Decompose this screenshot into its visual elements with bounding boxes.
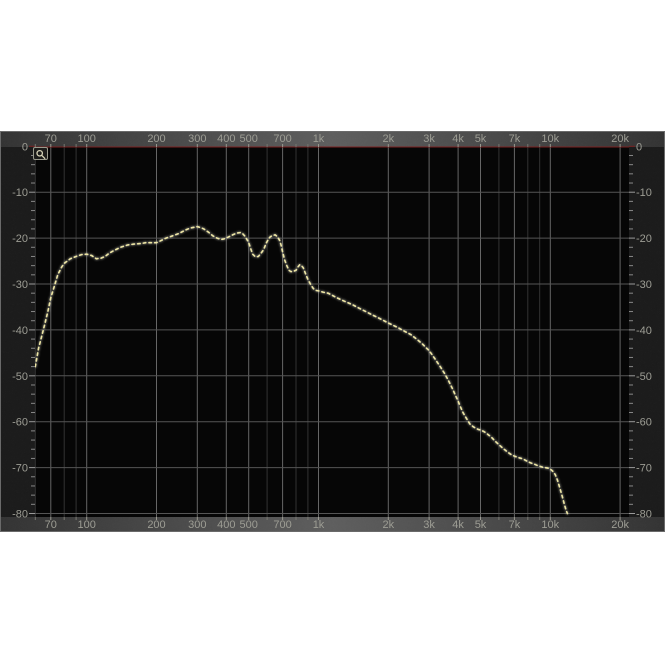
svg-text:500: 500 — [240, 133, 258, 145]
svg-text:-50: -50 — [12, 371, 28, 383]
svg-text:-70: -70 — [636, 463, 652, 475]
svg-text:-10: -10 — [12, 187, 28, 199]
svg-text:-30: -30 — [12, 279, 28, 291]
svg-text:5k: 5k — [475, 133, 487, 145]
svg-text:1k: 1k — [313, 133, 325, 145]
svg-text:20k: 20k — [611, 519, 629, 531]
svg-text:-20: -20 — [12, 233, 28, 245]
svg-text:4k: 4k — [452, 133, 464, 145]
svg-text:700: 700 — [273, 133, 291, 145]
svg-text:3k: 3k — [423, 133, 435, 145]
svg-text:-60: -60 — [12, 417, 28, 429]
svg-text:10k: 10k — [541, 133, 559, 145]
svg-text:200: 200 — [147, 519, 165, 531]
svg-text:-50: -50 — [636, 371, 652, 383]
svg-text:4k: 4k — [452, 519, 464, 531]
svg-text:-70: -70 — [12, 463, 28, 475]
svg-text:-20: -20 — [636, 233, 652, 245]
svg-text:2k: 2k — [382, 133, 394, 145]
svg-text:-60: -60 — [636, 417, 652, 429]
svg-text:400: 400 — [217, 133, 235, 145]
svg-text:300: 300 — [188, 519, 206, 531]
svg-text:10k: 10k — [541, 519, 559, 531]
svg-text:500: 500 — [240, 519, 258, 531]
svg-text:70: 70 — [45, 519, 57, 531]
svg-text:-30: -30 — [636, 279, 652, 291]
svg-text:100: 100 — [78, 519, 96, 531]
svg-text:70: 70 — [45, 133, 57, 145]
svg-text:-10: -10 — [636, 187, 652, 199]
svg-text:300: 300 — [188, 133, 206, 145]
svg-text:7k: 7k — [509, 519, 521, 531]
svg-text:5k: 5k — [475, 519, 487, 531]
svg-text:-40: -40 — [12, 325, 28, 337]
svg-text:0: 0 — [636, 141, 642, 153]
svg-text:3k: 3k — [423, 519, 435, 531]
svg-text:2k: 2k — [382, 519, 394, 531]
svg-text:200: 200 — [147, 133, 165, 145]
svg-text:700: 700 — [273, 519, 291, 531]
svg-text:-40: -40 — [636, 325, 652, 337]
svg-text:1k: 1k — [313, 519, 325, 531]
svg-text:0: 0 — [22, 141, 28, 153]
svg-text:20k: 20k — [611, 133, 629, 145]
svg-text:-80: -80 — [12, 509, 28, 521]
svg-text:-80: -80 — [636, 509, 652, 521]
svg-text:100: 100 — [78, 133, 96, 145]
svg-text:400: 400 — [217, 519, 235, 531]
svg-text:7k: 7k — [509, 133, 521, 145]
